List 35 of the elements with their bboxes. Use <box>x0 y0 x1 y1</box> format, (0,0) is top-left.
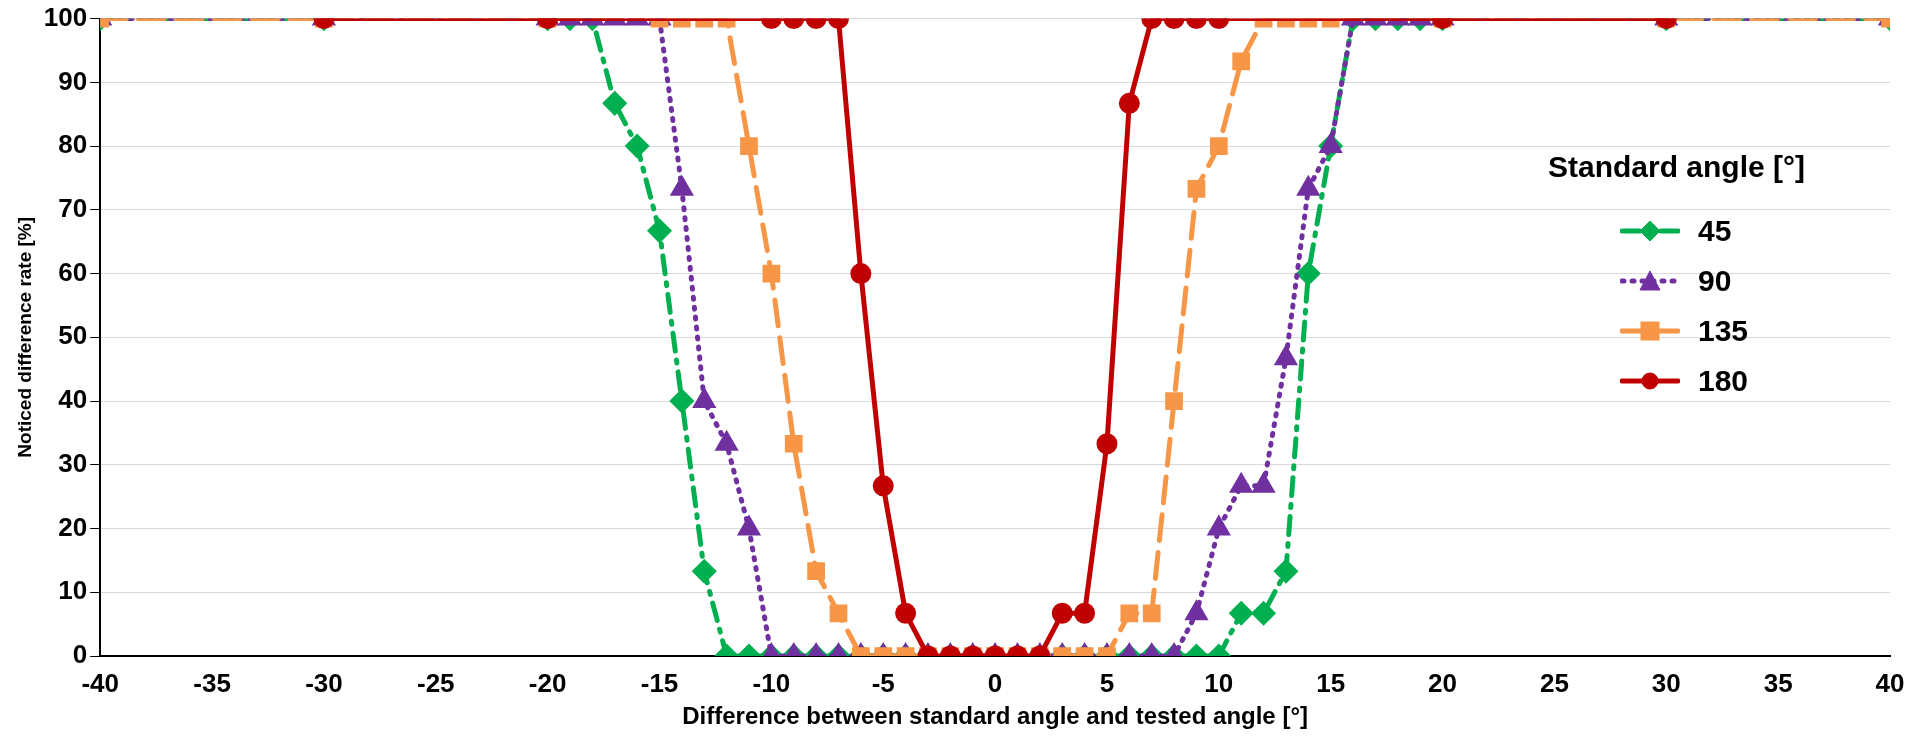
x-axis-title: Difference between standard angle and tested angle [°] <box>682 702 1308 730</box>
y-tick-label: 30 <box>58 447 88 478</box>
legend-label: 180 <box>1697 364 1749 398</box>
x-tick-label: -10 <box>752 667 791 698</box>
y-axis-title: Noticed difference rate [%] <box>13 216 35 458</box>
x-tick-label: -20 <box>528 667 567 698</box>
y-tick-label: 20 <box>58 511 88 542</box>
x-tick-label: -25 <box>416 667 455 698</box>
x-tick-label: 5 <box>1099 667 1115 698</box>
legend-label: 135 <box>1697 314 1749 348</box>
x-tick-label: 10 <box>1204 667 1234 698</box>
y-tick-label: 70 <box>58 192 88 223</box>
x-tick-label: -30 <box>305 667 343 698</box>
legend-title: Standard angle [°] <box>1547 150 1805 184</box>
x-tick-label: -5 <box>871 667 895 698</box>
y-tick-label: 60 <box>58 256 88 287</box>
legend-label: 45 <box>1697 214 1732 248</box>
y-tick-label: 90 <box>58 65 88 96</box>
y-tick-label: 100 <box>43 1 88 32</box>
legend-label: 90 <box>1697 264 1732 298</box>
x-tick-label: -40 <box>81 667 119 698</box>
y-tick-label: 0 <box>72 639 88 670</box>
x-tick-label: 0 <box>987 667 1003 698</box>
x-tick-label: 25 <box>1539 667 1569 698</box>
y-tick-label: 40 <box>58 384 88 415</box>
x-tick-label: -15 <box>640 667 679 698</box>
x-tick-label: 30 <box>1651 667 1681 698</box>
y-tick-label: 50 <box>58 320 88 351</box>
y-tick-label: 80 <box>58 129 88 160</box>
x-tick-label: 20 <box>1428 667 1458 698</box>
x-tick-label: 40 <box>1875 667 1905 698</box>
x-tick-label: -35 <box>193 667 231 698</box>
y-tick-label: 10 <box>58 575 88 606</box>
x-tick-label: 15 <box>1316 667 1346 698</box>
x-tick-label: 35 <box>1763 667 1793 698</box>
